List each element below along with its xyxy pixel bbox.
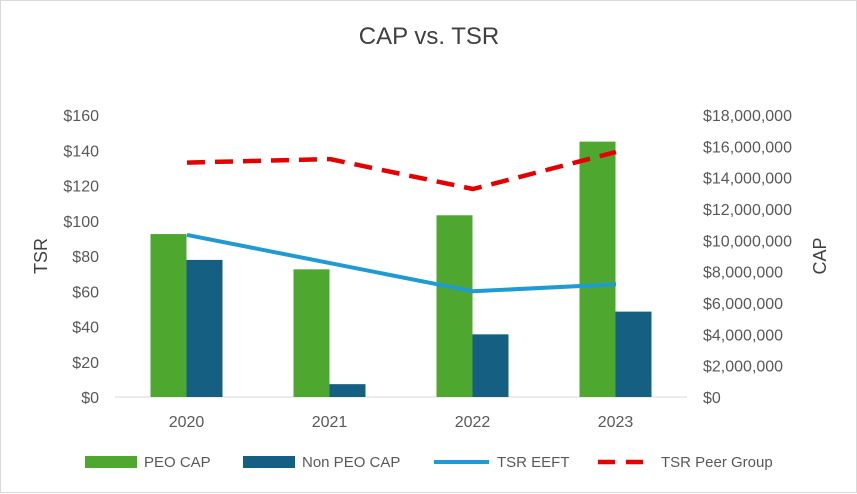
bar-non-peo-cap-2020 — [186, 259, 223, 397]
legend-swatch — [85, 456, 137, 468]
left-axis-title: TSR — [31, 238, 51, 274]
legend-label: PEO CAP — [144, 454, 211, 471]
legend-label: TSR EEFT — [497, 454, 570, 471]
bar-series-group — [150, 141, 652, 397]
left-tick-label: $160 — [63, 108, 99, 125]
legend-swatch — [243, 456, 295, 468]
right-tick-label: $8,000,000 — [703, 265, 783, 282]
right-tick-label: $4,000,000 — [703, 327, 783, 344]
left-axis-ticks: $0 $20 $40 $60 $80 $100 $120 $140 $160 — [63, 108, 99, 407]
bar-peo-cap-2020 — [150, 234, 187, 397]
right-tick-label: $0 — [703, 390, 721, 407]
left-tick-label: $60 — [72, 284, 99, 301]
bar-peo-cap-2023 — [579, 141, 616, 397]
left-tick-label: $20 — [72, 355, 99, 372]
legend: PEO CAP Non PEO CAP TSR EEFT TSR Peer Group — [85, 454, 773, 471]
left-tick-label: $140 — [63, 143, 99, 160]
category-label: 2023 — [598, 414, 634, 431]
chart-title: CAP vs. TSR — [359, 23, 499, 50]
right-tick-label: $10,000,000 — [703, 233, 792, 250]
legend-label: TSR Peer Group — [661, 454, 773, 471]
left-tick-label: $80 — [72, 249, 99, 266]
right-axis-ticks: $0 $2,000,000 $4,000,000 $6,000,000 $8,000,0… — [703, 108, 792, 407]
line-series-group — [186, 149, 617, 294]
category-label: 2022 — [455, 414, 491, 431]
line-tsr-peer-group — [186, 149, 617, 192]
bar-non-peo-cap-2022 — [472, 334, 509, 397]
bar-peo-cap-2021 — [293, 269, 330, 397]
right-axis-title: CAP — [810, 237, 830, 274]
left-tick-label: $40 — [72, 320, 99, 337]
legend-item-tsr-eeft: TSR EEFT — [434, 454, 570, 471]
right-tick-label: $14,000,000 — [703, 171, 792, 188]
legend-label: Non PEO CAP — [302, 454, 400, 471]
right-tick-label: $12,000,000 — [703, 202, 792, 219]
legend-item-non-peo-cap: Non PEO CAP — [243, 454, 400, 471]
right-tick-label: $6,000,000 — [703, 296, 783, 313]
right-tick-label: $16,000,000 — [703, 139, 792, 156]
right-tick-label: $2,000,000 — [703, 359, 783, 376]
category-label: 2020 — [169, 414, 205, 431]
legend-item-peo-cap: PEO CAP — [85, 454, 211, 471]
left-tick-label: $100 — [63, 214, 99, 231]
bar-non-peo-cap-2023 — [615, 311, 652, 397]
legend-item-tsr-peer-group: TSR Peer Group — [598, 454, 773, 471]
left-tick-label: $0 — [81, 390, 99, 407]
line-tsr-eeft — [186, 232, 617, 294]
bar-peo-cap-2022 — [436, 215, 473, 397]
category-labels: 2020 2021 2022 2023 — [169, 414, 634, 431]
bar-non-peo-cap-2021 — [329, 384, 366, 397]
category-label: 2021 — [312, 414, 348, 431]
left-tick-label: $120 — [63, 179, 99, 196]
right-tick-label: $18,000,000 — [703, 108, 792, 125]
